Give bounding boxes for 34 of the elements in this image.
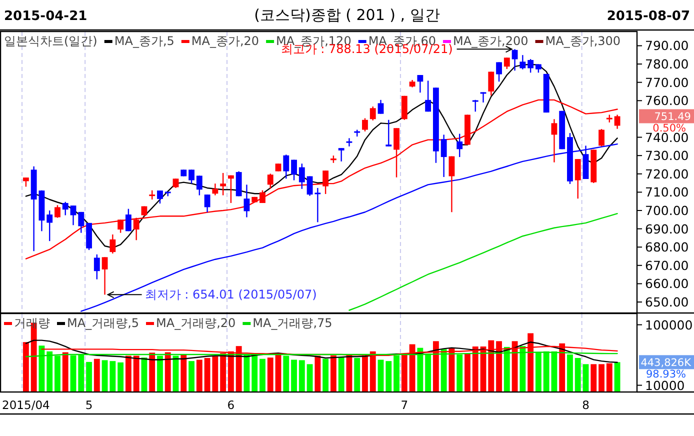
y-tick-label: 670.00 [645,258,689,273]
y-tick-label: 790.00 [645,38,689,54]
legend-label: MA_종가,5 [114,34,174,48]
y-tick-label: 650.00 [645,294,689,310]
y-tick-label: 730.00 [645,148,689,164]
text: 2015-04-21 [4,9,88,24]
x-tick-label: 2015/04 [2,398,50,412]
y-tick-label: 770.00 [645,74,689,90]
y-tick-label: 710.00 [645,184,689,200]
y-tick-label: 660.00 [645,276,689,292]
text: 2015-08-07 [606,9,690,24]
legend-label: MA_거래량,20 [156,316,236,330]
chart-title: (코스닥)종합 ( 201 ) , 일간 [254,6,440,24]
legend-label: MA_종가,300 [545,34,621,48]
legend-label: MA_거래량,5 [67,316,140,330]
annotation: 최저가 : 654.01 (2015/05/07) [144,288,317,302]
x-tick-label: 5 [85,398,93,412]
x-tick-label: 6 [227,398,235,412]
y-tick-label: 760.00 [645,93,689,108]
y-tick-label: 680.00 [645,240,689,255]
legend-label: MA_종가,20 [191,34,260,48]
legend-label: 거래량 [14,316,50,330]
y-tick-label: 720.00 [645,166,689,182]
y-tick-label: 700.00 [645,202,689,218]
x-tick-label: 8 [582,398,590,412]
legend-label: MA_종가,200 [452,34,528,48]
text: 751.49 [654,111,691,124]
legend-label: MA_거래량,75 [252,316,332,330]
y-tick-label: 100000 [645,317,693,332]
legend-title: 일본식차트(일간) [4,34,98,48]
text: 443,826K [640,357,692,370]
y-tick-label: 690.00 [645,221,689,236]
y-tick-label: 780.00 [645,56,689,72]
x-tick-label: 7 [400,398,408,412]
